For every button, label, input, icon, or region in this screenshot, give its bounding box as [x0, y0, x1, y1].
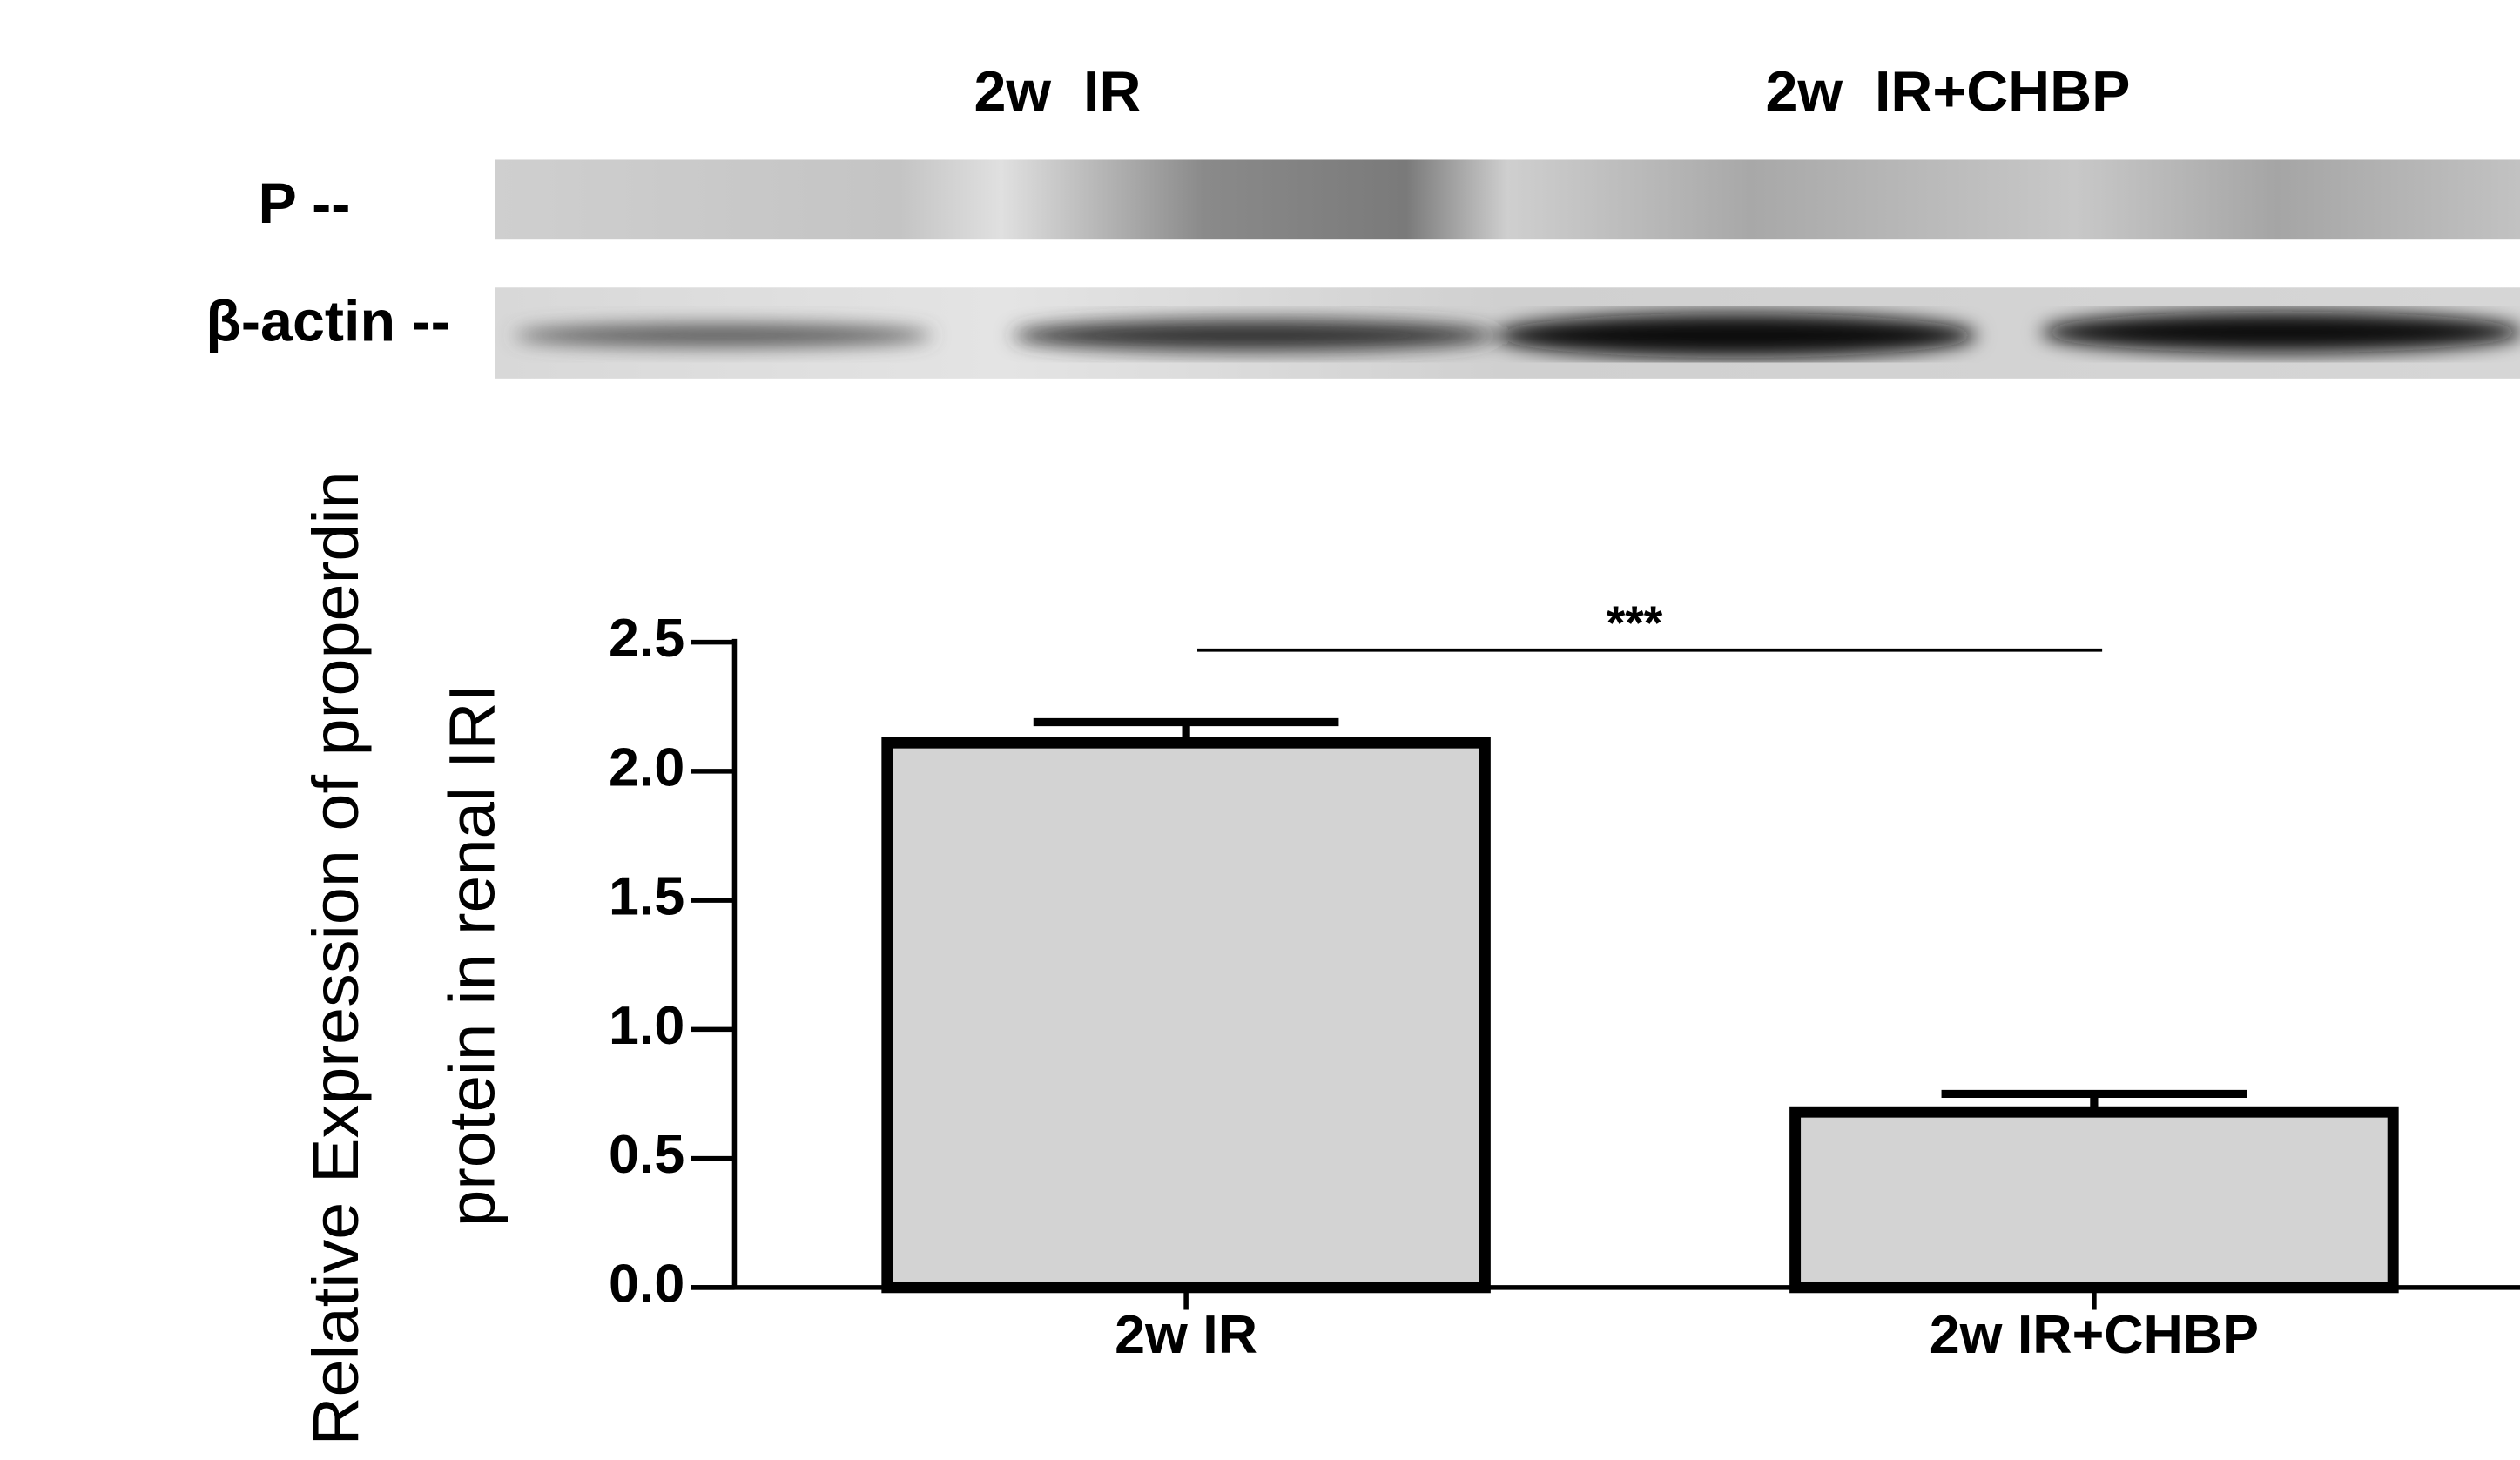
y-tick-label: 0.5 [609, 1124, 684, 1185]
y-tick-label: 1.0 [609, 995, 684, 1056]
significance-label: *** [1607, 595, 1663, 649]
x-tick-label: 2w IR+CHBP [1930, 1304, 2259, 1365]
blot-band [1494, 313, 1977, 358]
y-axis-label: protein in renal IRI [435, 683, 508, 1227]
y-tick-label: 2.0 [609, 737, 684, 797]
lane-label: 2w IR+CHBP [1765, 60, 2130, 124]
bar [1796, 1112, 2394, 1288]
blot-strip [495, 159, 2520, 239]
y-tick-label: 0.0 [609, 1253, 684, 1314]
bar [887, 743, 1486, 1288]
figure: 2w IR 2w IR+CHBP P -- β-actin -- Relativ… [0, 0, 2520, 1460]
row-label: β-actin -- [206, 290, 449, 354]
lane-label: 2w IR [974, 60, 1141, 124]
blot-band [515, 324, 933, 346]
row-label: P -- [259, 172, 351, 236]
western-blot: 2w IR 2w IR+CHBP P -- β-actin -- [206, 60, 2520, 379]
x-tick-label: 2w IR [1115, 1304, 1257, 1365]
y-tick-label: 1.5 [609, 866, 684, 927]
y-tick-label: 2.5 [609, 608, 684, 669]
bar-chart: Relative Expression of properdin protein… [300, 471, 2520, 1445]
y-axis-label: Relative Expression of properdin [300, 471, 372, 1445]
blot-band [2041, 312, 2520, 353]
blot-band [1013, 320, 1495, 352]
